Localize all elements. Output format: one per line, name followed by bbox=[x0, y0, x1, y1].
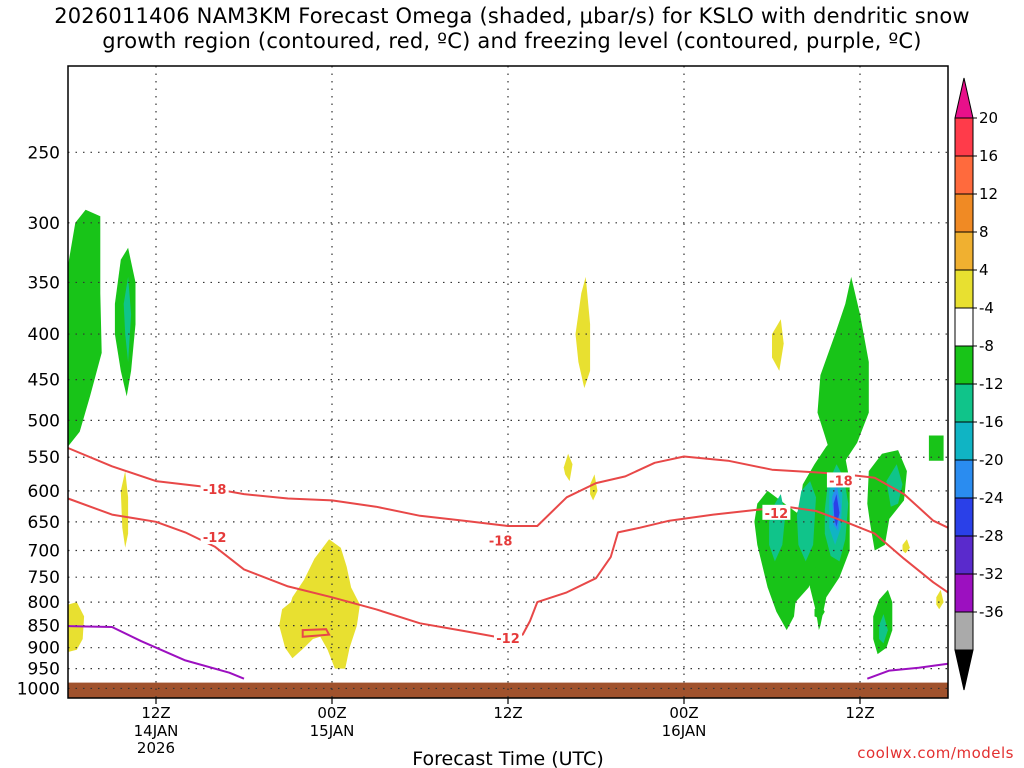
omega-shade-region bbox=[279, 539, 360, 669]
colorbar-swatch bbox=[954, 117, 974, 157]
colorbar-swatch bbox=[954, 345, 974, 385]
colorbar-label: 20 bbox=[979, 109, 998, 127]
omega-shade-region bbox=[590, 474, 598, 501]
omega-shade-region bbox=[772, 319, 784, 371]
omega-shade-region bbox=[575, 276, 591, 389]
chart-title: 2026011406 NAM3KM Forecast Omega (shaded… bbox=[0, 4, 1024, 54]
colorbar-label: -12 bbox=[979, 375, 1004, 393]
y-tick-label: 1000 bbox=[17, 679, 60, 699]
colorbar-swatch bbox=[954, 231, 974, 271]
x-tick-sublabel: 16JAN bbox=[662, 722, 707, 740]
omega-shade-region bbox=[814, 604, 825, 619]
colorbar-swatch bbox=[954, 383, 974, 423]
y-tick-label: 450 bbox=[28, 371, 60, 391]
colorbar-swatch bbox=[954, 421, 974, 461]
colorbar-swatch bbox=[954, 155, 974, 195]
omega-shade-region bbox=[68, 209, 102, 447]
ground-band bbox=[68, 682, 948, 698]
omega-shade-region bbox=[879, 614, 888, 644]
contour-label-bg bbox=[200, 480, 229, 496]
omega-shade-region bbox=[796, 481, 816, 562]
colorbar-label: -4 bbox=[979, 299, 994, 317]
colorbar-swatch bbox=[954, 307, 974, 347]
contour-label-bg bbox=[486, 532, 515, 548]
colorbar-top-arrow bbox=[954, 77, 974, 119]
x-tick-sublabel: 14JAN bbox=[134, 722, 179, 740]
colorbar-swatch bbox=[954, 193, 974, 233]
contour-label: -12 bbox=[496, 632, 520, 647]
contour-label: -12 bbox=[765, 507, 789, 522]
x-tick-label: 00Z bbox=[317, 704, 346, 722]
colorbar-swatch bbox=[954, 459, 974, 499]
omega-shade-region bbox=[123, 276, 132, 362]
contour-label: -18 bbox=[203, 483, 227, 498]
y-tick-label: 650 bbox=[28, 513, 60, 533]
source-watermark: coolwx.com/models bbox=[857, 744, 1014, 762]
dgz-closed-contour bbox=[301, 628, 331, 638]
y-tick-label: 750 bbox=[28, 568, 60, 588]
freezing-level-contour bbox=[866, 662, 949, 680]
x-tick-label: 12Z bbox=[493, 704, 522, 722]
colorbar-swatch bbox=[954, 535, 974, 575]
contour-label-bg bbox=[200, 529, 229, 545]
colorbar-label: 8 bbox=[979, 223, 989, 241]
colorbar-label: 4 bbox=[979, 261, 989, 279]
colorbar-label: -8 bbox=[979, 337, 994, 355]
colorbar-bottom-arrow bbox=[954, 649, 974, 691]
y-tick-label: 400 bbox=[28, 325, 60, 345]
omega-shade-region bbox=[867, 450, 907, 551]
chart-title-line2: growth region (contoured, red, ºC) and f… bbox=[102, 29, 922, 53]
colorbar-swatch bbox=[954, 497, 974, 537]
contour-label: -18 bbox=[489, 534, 513, 549]
colorbar-label: 16 bbox=[979, 147, 998, 165]
x-axis-label: Forecast Time (UTC) bbox=[412, 748, 603, 768]
colorbar-label: -16 bbox=[979, 413, 1004, 431]
x-tick-label: 12Z bbox=[141, 704, 170, 722]
freezing-level-contour bbox=[67, 625, 245, 680]
contour-label: -18 bbox=[829, 474, 853, 489]
y-tick-label: 950 bbox=[28, 660, 60, 680]
contour-label: -12 bbox=[203, 531, 227, 546]
omega-shade-region bbox=[902, 539, 910, 554]
y-tick-label: 350 bbox=[28, 273, 60, 293]
colorbar-swatch bbox=[954, 573, 974, 613]
contour-label-bg bbox=[494, 630, 522, 646]
y-tick-label: 300 bbox=[28, 214, 60, 234]
omega-shade-region bbox=[120, 471, 129, 548]
chart-title-line1: 2026011406 NAM3KM Forecast Omega (shaded… bbox=[54, 4, 970, 28]
colorbar-label: -28 bbox=[979, 527, 1004, 545]
y-tick-label: 700 bbox=[28, 542, 60, 562]
x-tick-label: 12Z bbox=[845, 704, 874, 722]
colorbar-label: -24 bbox=[979, 489, 1004, 507]
y-tick-label: 600 bbox=[28, 482, 60, 502]
y-tick-label: 550 bbox=[28, 448, 60, 468]
omega-shade-region bbox=[886, 464, 903, 507]
x-tick-label: 00Z bbox=[669, 704, 698, 722]
contour-label-bg bbox=[762, 504, 791, 520]
omega-shade-region bbox=[817, 276, 869, 465]
colorbar-label: -20 bbox=[979, 451, 1004, 469]
colorbar-label: -32 bbox=[979, 565, 1004, 583]
omega-shade-region bbox=[563, 453, 573, 482]
colorbar-label: 12 bbox=[979, 185, 998, 203]
colorbar-label: -36 bbox=[979, 603, 1004, 621]
y-tick-label: 800 bbox=[28, 593, 60, 613]
y-tick-label: 250 bbox=[28, 143, 60, 163]
x-tick-sublabel: 15JAN bbox=[310, 722, 355, 740]
y-tick-label: 900 bbox=[28, 639, 60, 659]
omega-shade-region bbox=[936, 589, 944, 610]
y-tick-label: 850 bbox=[28, 617, 60, 637]
colorbar-swatch bbox=[954, 269, 974, 309]
dgz-contour bbox=[67, 497, 949, 640]
x-tick-sublabel: 2026 bbox=[137, 739, 175, 757]
colorbar-swatch bbox=[954, 611, 974, 651]
y-tick-label: 500 bbox=[28, 411, 60, 431]
contour-label-bg bbox=[826, 472, 855, 488]
omega-shade-region bbox=[928, 435, 944, 461]
